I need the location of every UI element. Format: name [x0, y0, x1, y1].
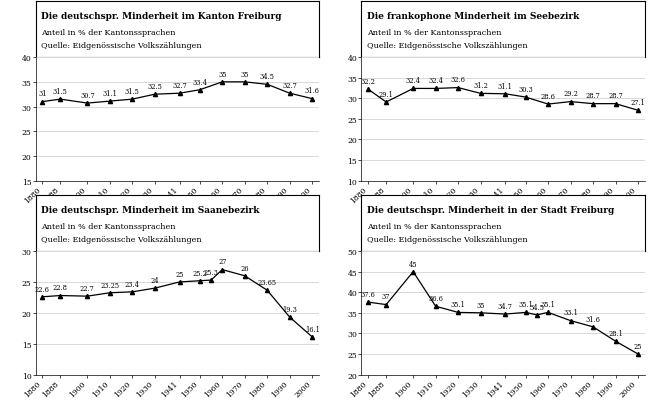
Text: 45: 45: [409, 260, 417, 268]
Text: 32.6: 32.6: [451, 76, 465, 84]
Text: Die deutschspr. Minderheit im Saanebezirk: Die deutschspr. Minderheit im Saanebezir…: [41, 206, 260, 215]
Text: Anteil in % der Kantonssprachen: Anteil in % der Kantonssprachen: [41, 29, 176, 37]
Text: 31.2: 31.2: [473, 82, 488, 90]
Text: 31.6: 31.6: [305, 87, 319, 95]
Text: 25: 25: [176, 270, 184, 278]
Text: 23.25: 23.25: [100, 281, 119, 289]
Text: Quelle: Eidgenössische Volkszählungen: Quelle: Eidgenössische Volkszählungen: [41, 236, 202, 244]
Text: 27.1: 27.1: [631, 99, 645, 107]
Text: 37: 37: [382, 293, 390, 301]
Text: 34.7: 34.7: [498, 302, 513, 310]
Text: 27: 27: [218, 258, 226, 266]
Text: Die frankophone Minderheit im Seebezirk: Die frankophone Minderheit im Seebezirk: [367, 12, 579, 21]
Text: 29.2: 29.2: [563, 90, 578, 98]
Text: 28.7: 28.7: [608, 92, 623, 100]
Text: 35.1: 35.1: [518, 301, 533, 309]
Text: Anteil in % der Kantonssprachen: Anteil in % der Kantonssprachen: [367, 222, 502, 230]
Text: 33.1: 33.1: [563, 309, 578, 317]
Text: 35.1: 35.1: [451, 301, 465, 309]
Text: 16.1: 16.1: [305, 325, 319, 333]
Text: Quelle: Eidgenössische Volkszählungen: Quelle: Eidgenössische Volkszählungen: [41, 43, 202, 50]
Text: 29.1: 29.1: [378, 91, 393, 98]
Text: 31.1: 31.1: [102, 90, 117, 98]
Text: 25: 25: [634, 342, 642, 350]
Text: 26: 26: [240, 264, 249, 272]
Text: 22.8: 22.8: [53, 284, 68, 292]
Text: 37.6: 37.6: [361, 290, 376, 298]
Text: 23.65: 23.65: [258, 278, 277, 286]
Text: 35: 35: [218, 70, 227, 79]
Text: 31.6: 31.6: [586, 315, 601, 323]
Text: 35: 35: [476, 301, 485, 309]
Text: 31.1: 31.1: [498, 82, 513, 90]
Text: Die deutschspr. Minderheit in der Stadt Freiburg: Die deutschspr. Minderheit in der Stadt …: [367, 206, 614, 215]
Text: 31.5: 31.5: [125, 88, 140, 96]
Text: 28.6: 28.6: [540, 93, 555, 101]
Text: 24: 24: [150, 276, 159, 284]
Text: 32.7: 32.7: [172, 82, 187, 90]
Text: 23.4: 23.4: [125, 280, 140, 288]
Text: 30.7: 30.7: [80, 92, 95, 100]
Text: 32.5: 32.5: [147, 83, 162, 91]
Text: 36.6: 36.6: [428, 294, 443, 302]
Text: 33.4: 33.4: [192, 79, 207, 86]
Text: 22.7: 22.7: [80, 284, 95, 292]
Text: Die deutschspr. Minderheit im Kanton Freiburg: Die deutschspr. Minderheit im Kanton Fre…: [41, 12, 282, 21]
Text: 35: 35: [240, 70, 249, 79]
Text: 30.3: 30.3: [518, 86, 533, 94]
Text: 28.1: 28.1: [608, 329, 623, 337]
Text: 31: 31: [38, 90, 47, 98]
Text: 32.4: 32.4: [428, 77, 443, 85]
Text: 22.6: 22.6: [35, 285, 50, 293]
Text: 32.4: 32.4: [406, 77, 421, 85]
Text: 25.3: 25.3: [203, 268, 218, 276]
Text: Quelle: Eidgenössische Volkszählungen: Quelle: Eidgenössische Volkszählungen: [367, 236, 527, 244]
Text: 25.2: 25.2: [192, 269, 207, 277]
Text: 32.2: 32.2: [361, 78, 376, 86]
Text: 34.5: 34.5: [260, 73, 275, 81]
Text: 32.7: 32.7: [283, 82, 297, 90]
Text: 28.7: 28.7: [586, 92, 601, 100]
Text: 19.3: 19.3: [283, 305, 297, 313]
Text: Anteil in % der Kantonssprachen: Anteil in % der Kantonssprachen: [41, 222, 176, 230]
Text: Quelle: Eidgenössische Volkszählungen: Quelle: Eidgenössische Volkszählungen: [367, 43, 527, 50]
Text: 35.1: 35.1: [540, 301, 555, 309]
Text: Anteil in % der Kantonssprachen: Anteil in % der Kantonssprachen: [367, 29, 502, 37]
Text: 31.5: 31.5: [53, 88, 68, 96]
Text: 34.5: 34.5: [529, 303, 544, 311]
